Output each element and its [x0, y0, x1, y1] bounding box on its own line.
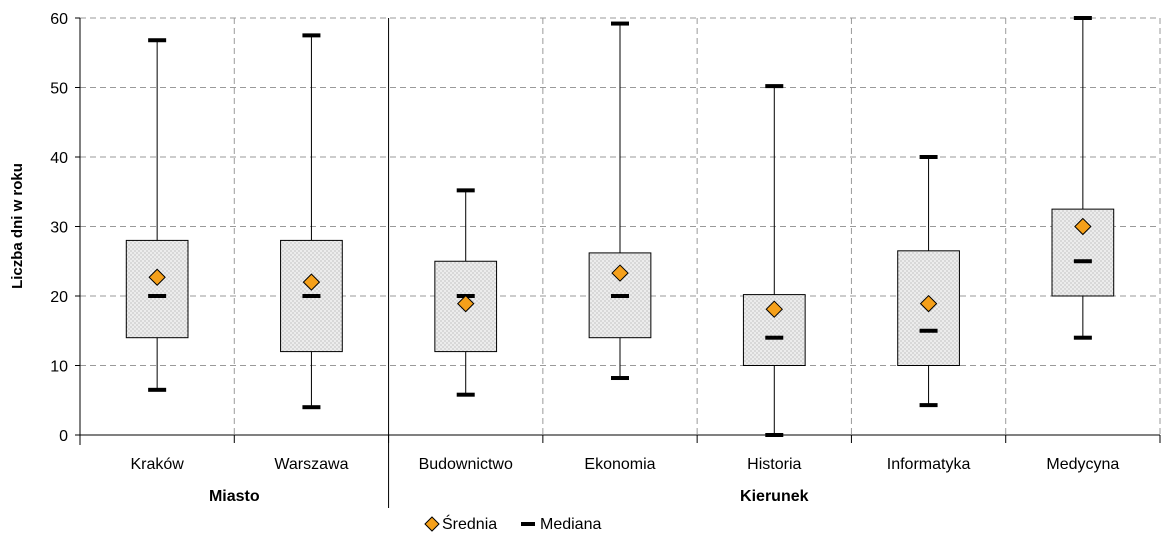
median-marker: [611, 294, 629, 298]
y-tick-label: 0: [59, 428, 68, 445]
x-category-label: Historia: [747, 456, 801, 473]
category-labels: 0 10 20 30 40 50 60 Kraków Warszawa Budownictwo Ek…: [50, 11, 1119, 505]
min-cap: [456, 392, 475, 397]
min-cap: [611, 376, 629, 381]
x-category-label: Ekonomia: [584, 456, 655, 473]
iqr-box: [125, 239, 189, 339]
legend-mean-label: Średnia: [442, 514, 497, 533]
box-historia: [742, 84, 806, 437]
max-cap: [1073, 16, 1092, 20]
y-tick-label: 50: [50, 81, 68, 98]
mean-marker: [457, 294, 475, 313]
min-cap: [148, 387, 167, 392]
box-ekonomia: [588, 21, 652, 381]
max-cap: [148, 38, 167, 43]
box-budownictwo: [434, 188, 498, 397]
group-label: Miasto: [209, 488, 260, 505]
legend-mean-marker: [424, 516, 440, 532]
legend-median-marker: [521, 522, 535, 526]
box-kraków: [125, 38, 189, 392]
median-marker: [302, 294, 321, 298]
legend: Średnia Mediana: [424, 514, 601, 533]
mean-marker: [1074, 217, 1092, 236]
max-cap: [765, 84, 784, 89]
mean-marker: [919, 294, 938, 313]
median-marker: [1073, 259, 1092, 264]
y-axis-label: Liczba dni w roku: [9, 163, 26, 289]
x-category-label: Warszawa: [274, 456, 348, 473]
y-tick-label: 20: [50, 289, 68, 306]
max-cap: [456, 188, 475, 193]
min-cap: [1073, 335, 1092, 340]
median-marker: [765, 335, 784, 340]
group-label: Kierunek: [740, 488, 809, 505]
boxes: [125, 16, 1115, 437]
y-tick-label: 60: [50, 11, 68, 28]
max-cap: [611, 21, 629, 26]
box-informatyka: [897, 155, 960, 408]
min-cap: [302, 405, 321, 410]
x-category-label: Budownictwo: [419, 456, 513, 473]
median-marker: [919, 328, 938, 333]
mean-marker: [611, 264, 629, 282]
max-cap: [919, 155, 938, 159]
median-marker: [148, 294, 167, 298]
y-tick-label: 40: [50, 150, 68, 167]
y-tick-label: 10: [50, 359, 68, 376]
mean-marker: [148, 268, 166, 286]
mean-marker: [765, 300, 783, 318]
axes: [75, 17, 1161, 508]
box-warszawa: [280, 33, 343, 410]
x-category-label: Informatyka: [887, 456, 971, 473]
min-cap: [919, 403, 938, 408]
legend-median-label: Mediana: [540, 516, 601, 533]
min-cap: [765, 433, 784, 437]
box-medycyna: [1051, 16, 1115, 340]
x-category-label: Kraków: [130, 456, 184, 473]
mean-marker: [302, 273, 321, 291]
x-category-label: Medycyna: [1046, 456, 1119, 473]
y-tick-label: 30: [50, 220, 68, 237]
max-cap: [302, 33, 321, 38]
